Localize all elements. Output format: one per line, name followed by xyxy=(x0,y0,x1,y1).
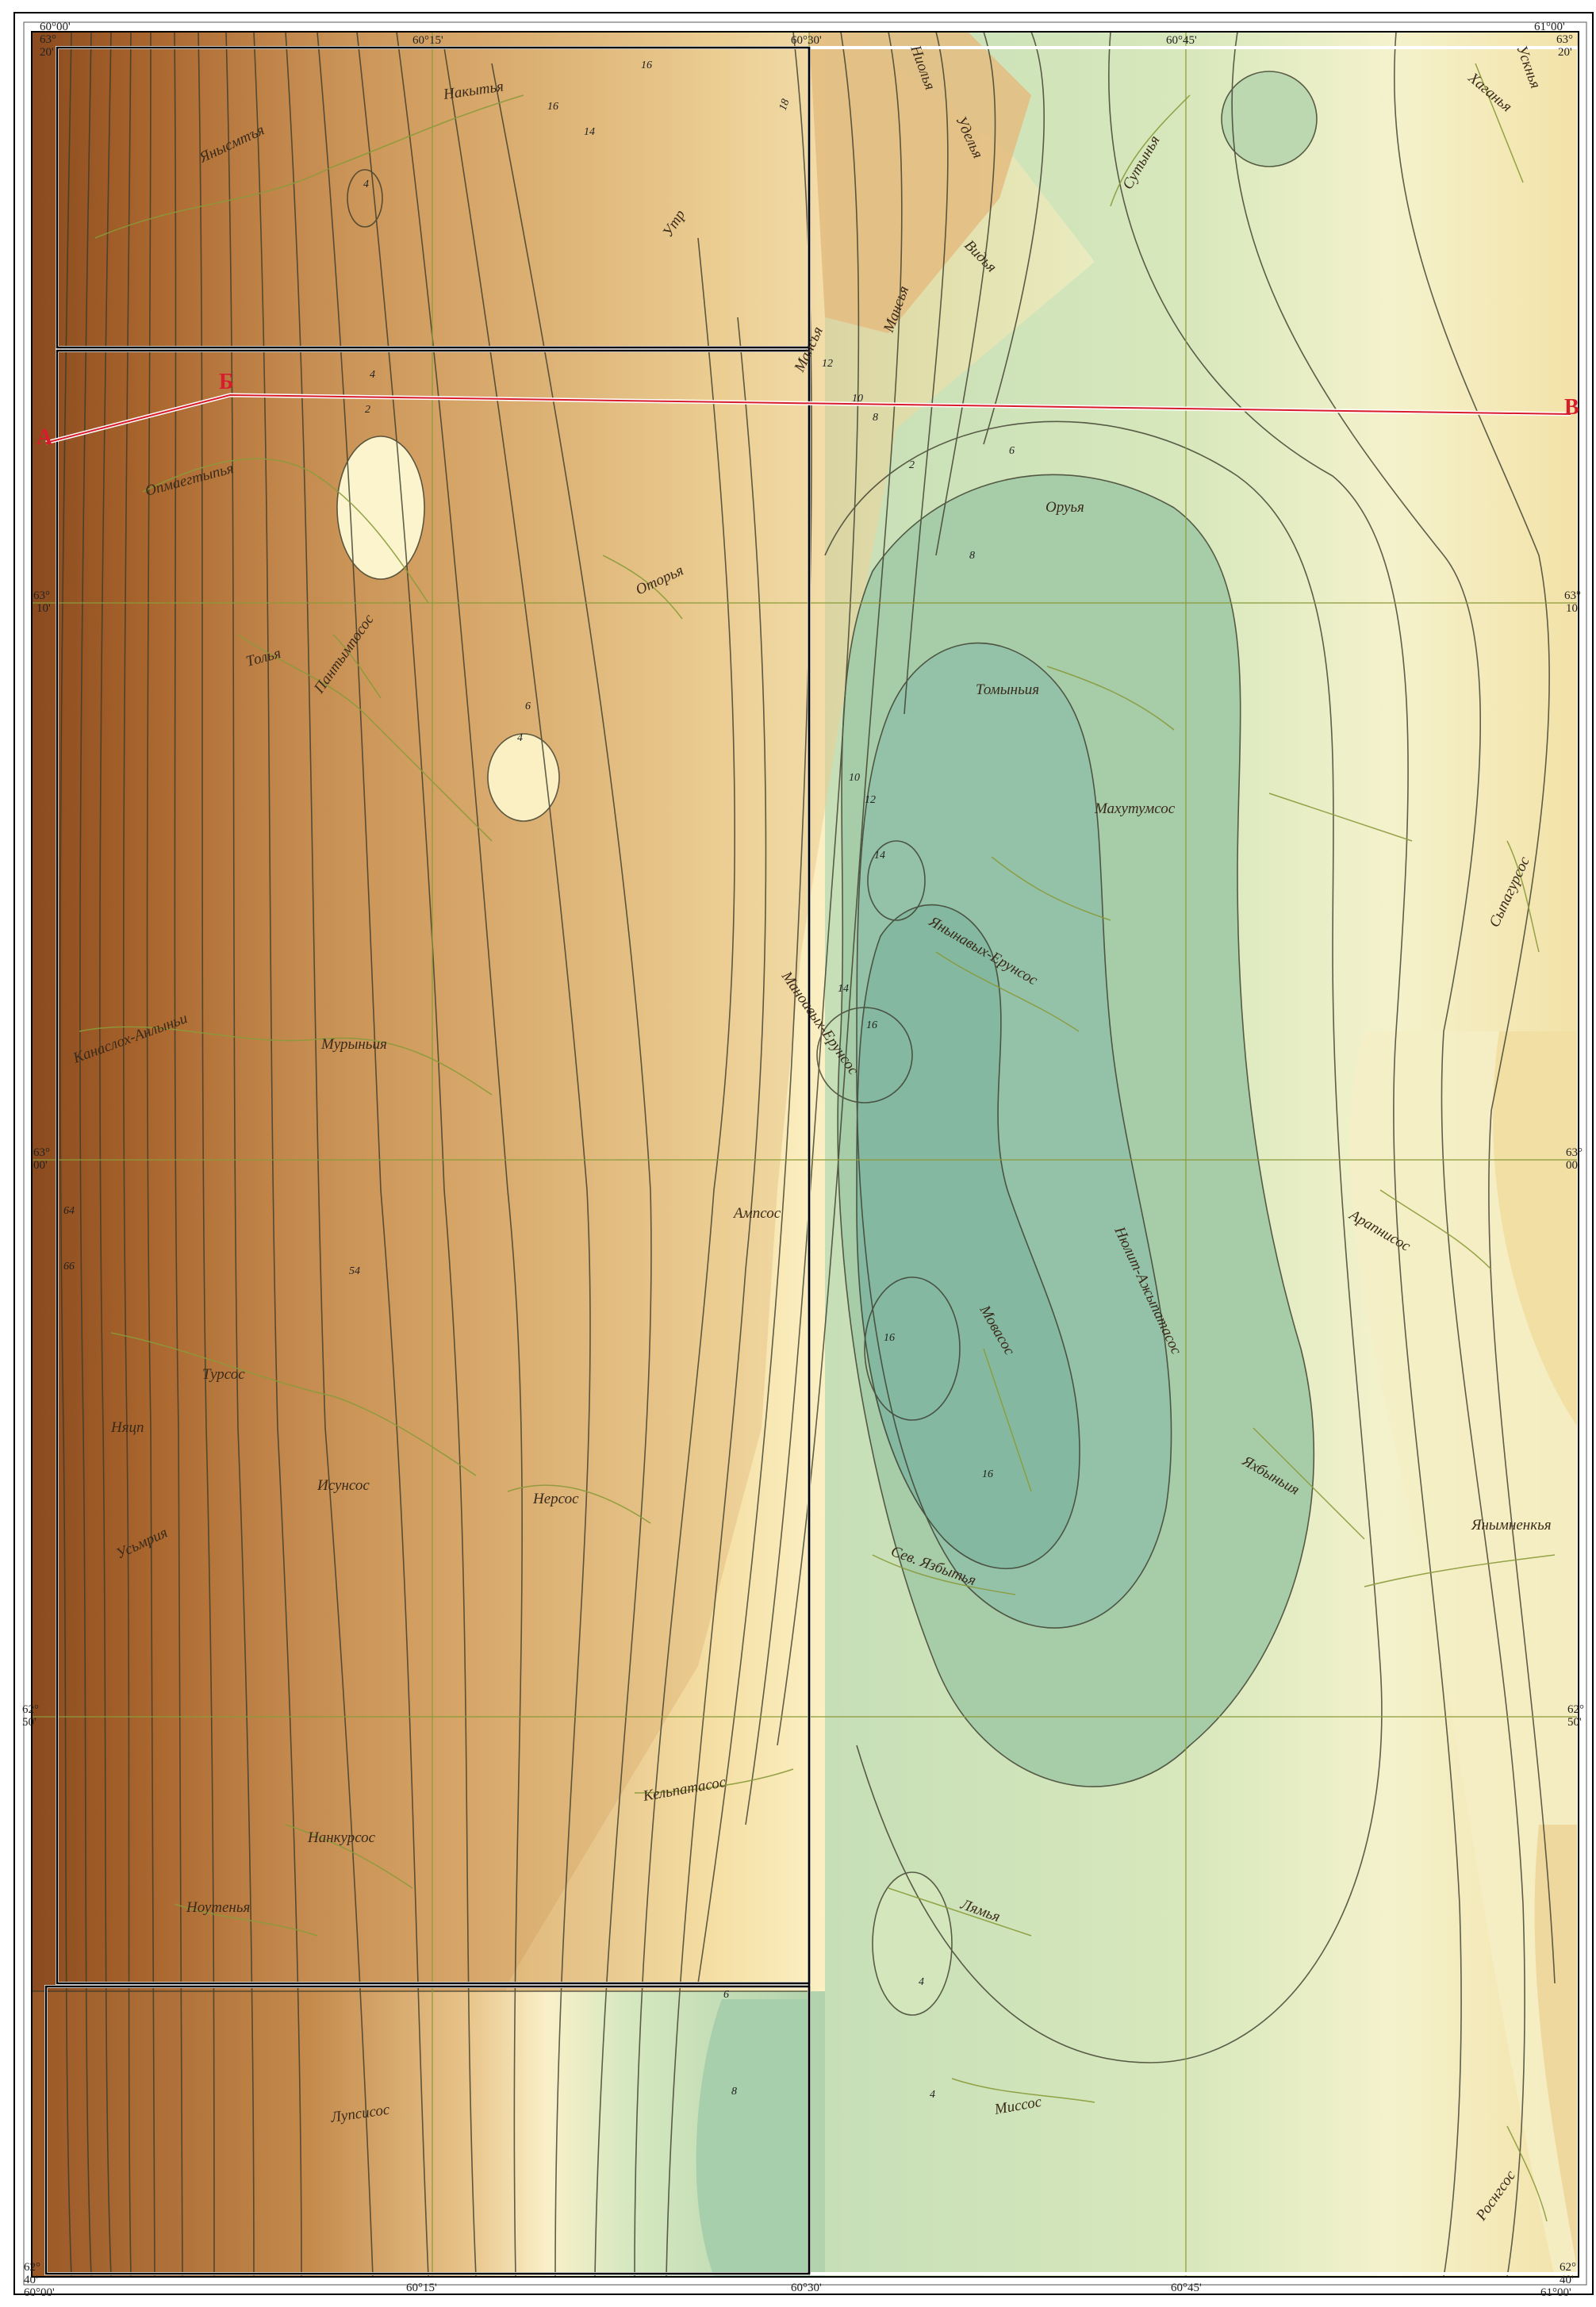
contour-value-labels: 16 18 16 14 4 4 2 12 10 8 2 6 8 6 4 10 1… xyxy=(63,59,1015,2101)
river-label: Ампсос xyxy=(732,1205,781,1222)
contour-label: 18 xyxy=(777,98,792,112)
contour-label: 8 xyxy=(873,412,878,424)
contour-label: 4 xyxy=(363,178,369,190)
contour-label: 16 xyxy=(641,59,652,71)
contour-label: 64 xyxy=(63,1205,75,1217)
contour-label: 14 xyxy=(838,983,849,995)
corner-br-lon: 61°00' xyxy=(1540,2286,1571,2299)
contour-label: 4 xyxy=(919,1976,924,1988)
corner-tr-lat-deg: 63° xyxy=(1556,33,1573,46)
contour-label: 12 xyxy=(822,358,833,370)
left-lat-1-min: 10' xyxy=(36,602,51,615)
top-lon-2: 60°30' xyxy=(791,34,822,47)
contour-lines xyxy=(32,31,1556,2278)
profile-line: А Б В xyxy=(36,370,1579,450)
basin-inner xyxy=(857,904,1080,1569)
river-label: Нерсос xyxy=(532,1491,579,1507)
contour-label: 8 xyxy=(969,550,975,562)
right-lat-2-min: 00' xyxy=(1566,1159,1580,1172)
left-lat-3-deg: 62° xyxy=(22,1703,39,1716)
contour-label: 12 xyxy=(865,794,876,806)
profile-point-v: В xyxy=(1564,395,1579,420)
river-label: Оруья xyxy=(1045,499,1084,516)
right-lat-2-deg: 63° xyxy=(1566,1146,1583,1159)
top-lon-1: 60°15' xyxy=(412,34,443,47)
corner-tl-lat-deg: 63° xyxy=(40,33,56,46)
bottom-lon-3: 60°45' xyxy=(1171,2282,1202,2294)
contour-label: 8 xyxy=(731,2086,737,2098)
left-lat-3-min: 50' xyxy=(22,1716,36,1729)
river-label: Томыньия xyxy=(976,681,1039,698)
contour-label: 2 xyxy=(365,404,370,416)
profile-point-a: А xyxy=(36,425,53,450)
top-lon-3: 60°45' xyxy=(1166,34,1197,47)
corner-br-lat-min: 40' xyxy=(1560,2274,1574,2286)
river-label: Махутумсос xyxy=(1094,800,1176,817)
river-label: Турсос xyxy=(202,1366,245,1383)
block-outlines-dark xyxy=(44,46,811,2275)
contour-label: 10 xyxy=(852,393,863,405)
right-lat-3-deg: 62° xyxy=(1567,1703,1584,1716)
contour-label: 6 xyxy=(723,1989,729,2001)
corner-tl-lon: 60°00' xyxy=(40,21,71,33)
contour-label: 16 xyxy=(884,1332,895,1344)
contour-label: 4 xyxy=(930,2089,935,2101)
contour-label: 66 xyxy=(63,1261,75,1272)
left-lat-1-deg: 63° xyxy=(33,589,50,602)
map-frame xyxy=(13,12,1594,2295)
right-lat-1-min: 10' xyxy=(1566,602,1580,615)
contour-label: 16 xyxy=(982,1468,993,1480)
contour-label: 10 xyxy=(849,772,860,784)
corner-bl-lon: 60°00' xyxy=(24,2286,55,2299)
contour-label: 54 xyxy=(349,1265,360,1277)
contour-label: 6 xyxy=(1009,445,1015,457)
left-lat-2-deg: 63° xyxy=(33,1146,50,1159)
river-label: Ноутенья xyxy=(186,1899,250,1916)
contour-label: 2 xyxy=(909,459,915,471)
corner-tr-lon: 61°00' xyxy=(1534,21,1565,33)
contour-label: 14 xyxy=(584,126,595,138)
corner-bl-lat-deg: 62° xyxy=(24,2261,40,2274)
river-label: Нанкурсос xyxy=(307,1829,376,1846)
left-lat-2-min: 00' xyxy=(33,1159,48,1172)
corner-br-lat-deg: 62° xyxy=(1560,2261,1576,2274)
river-label: Няцп xyxy=(110,1419,144,1436)
bottom-lon-1: 60°15' xyxy=(406,2282,437,2294)
coordinate-labels: 60°15' 60°30' 60°45' 60°15' 60°30' 60°45… xyxy=(22,21,1584,2299)
corner-tl-lat-min: 20' xyxy=(40,46,54,59)
corner-bl-lat-min: 40' xyxy=(24,2274,38,2286)
contour-label: 16 xyxy=(547,101,558,113)
right-lat-1-deg: 63° xyxy=(1564,589,1581,602)
contour-label: 4 xyxy=(517,732,523,744)
rivers xyxy=(79,63,1556,2222)
right-lat-3-min: 50' xyxy=(1567,1716,1582,1729)
contour-label: 14 xyxy=(874,850,885,862)
contour-label: 16 xyxy=(866,1019,877,1031)
river-label: Янымненкья xyxy=(1471,1517,1552,1534)
profile-point-b: Б xyxy=(219,370,234,394)
terrain-fills xyxy=(32,32,1579,2277)
river-label: Мурыньия xyxy=(320,1036,387,1053)
bottom-lon-2: 60°30' xyxy=(791,2282,822,2294)
corner-tr-lat-min: 20' xyxy=(1558,46,1572,59)
river-label: Исунсос xyxy=(317,1477,370,1494)
contour-label: 4 xyxy=(370,369,375,381)
contour-label: 6 xyxy=(525,701,531,712)
